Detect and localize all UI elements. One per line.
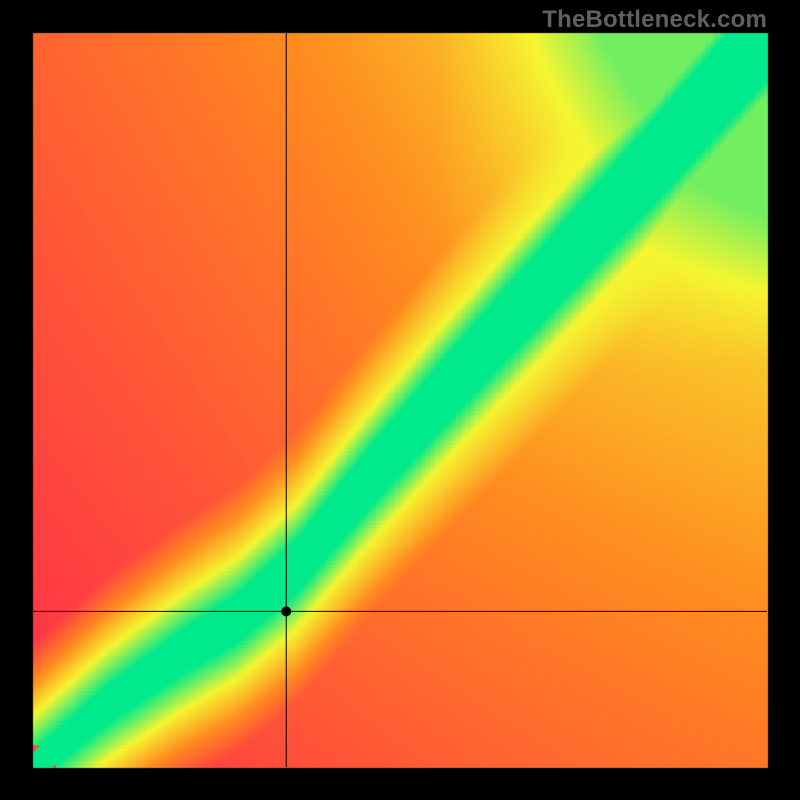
bottleneck-heatmap <box>0 0 800 800</box>
watermark-text: TheBottleneck.com <box>542 6 767 34</box>
